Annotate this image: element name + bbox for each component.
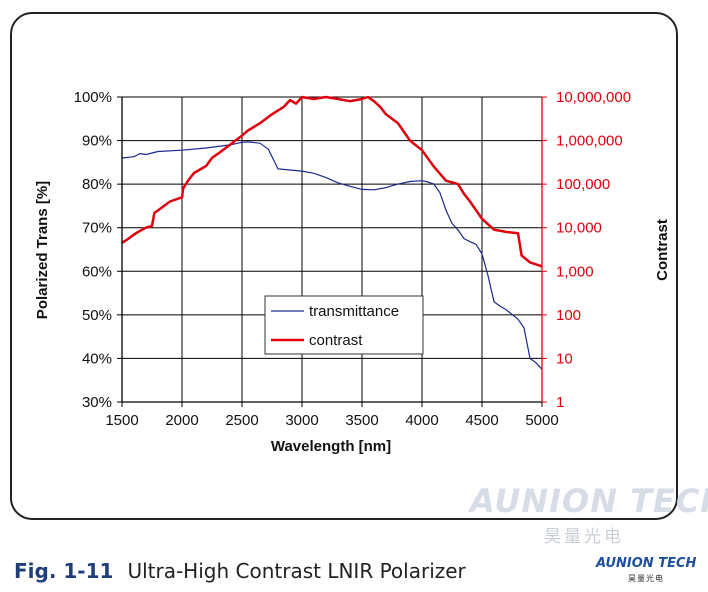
x-tick-label: 3000 bbox=[285, 412, 318, 429]
x-tick-label: 4000 bbox=[405, 412, 438, 429]
y2-tick-label: 100,000 bbox=[556, 176, 610, 193]
y-tick-label: 60% bbox=[82, 263, 112, 280]
figure-title: Ultra-High Contrast LNIR Polarizer bbox=[127, 559, 466, 583]
x-axis-label: Wavelength [nm] bbox=[271, 438, 391, 455]
y2-axis-label: Contrast bbox=[654, 219, 671, 281]
logo-sub: 昊量光电 bbox=[628, 574, 664, 583]
y2-tick-label: 10,000 bbox=[556, 220, 602, 237]
y-tick-label: 70% bbox=[82, 220, 112, 237]
x-tick-label: 1500 bbox=[105, 412, 138, 429]
y-tick-label: 80% bbox=[82, 176, 112, 193]
y2-tick-label: 1,000 bbox=[556, 263, 594, 280]
series-contrast-line bbox=[121, 95, 543, 268]
x-tick-label: 4500 bbox=[465, 412, 498, 429]
y-tick-label: 40% bbox=[82, 350, 112, 367]
legend-label-transmittance: transmittance bbox=[309, 303, 399, 320]
y2-tick-label: 1,000,000 bbox=[556, 133, 623, 150]
watermark: AUNION TECH 昊量光电 bbox=[470, 482, 708, 552]
legend-box bbox=[264, 295, 424, 355]
tick-labels: 1500 2000 2500 3000 3500 4000 4500 5000 30% 40% 50… bbox=[74, 89, 631, 429]
legend-label-contrast: contrast bbox=[309, 332, 363, 349]
x-tick-label: 5000 bbox=[525, 412, 558, 429]
y2-tick-label: 10,000,000 bbox=[556, 89, 631, 106]
y-tick-label: 30% bbox=[82, 394, 112, 411]
y-tick-label: 90% bbox=[82, 133, 112, 150]
figure-number: Fig. 1-11 bbox=[14, 559, 114, 583]
x-tick-label: 2500 bbox=[225, 412, 258, 429]
x-tick-label: 3500 bbox=[345, 412, 378, 429]
watermark-sub: 昊量光电 bbox=[544, 527, 624, 547]
figure-caption: Fig. 1-11 Ultra-High Contrast LNIR Polari… bbox=[14, 559, 466, 583]
axes bbox=[117, 96, 547, 407]
legend: transmittance contrast bbox=[264, 295, 424, 355]
logo-name: AUNION TECH bbox=[596, 556, 697, 571]
y2-tick-label: 100 bbox=[556, 307, 581, 324]
x-tick-label: 2000 bbox=[165, 412, 198, 429]
y-tick-label: 50% bbox=[82, 307, 112, 324]
y-tick-label: 100% bbox=[74, 89, 112, 106]
y2-tick-label: 10 bbox=[556, 350, 573, 367]
y2-tick-label: 1 bbox=[556, 394, 564, 411]
y-axis-label: Polarized Trans [%] bbox=[34, 181, 51, 319]
company-logo: AUNION TECH 昊量光电 bbox=[596, 554, 702, 588]
watermark-name: AUNION TECH bbox=[470, 482, 708, 520]
series-layer bbox=[121, 95, 543, 370]
